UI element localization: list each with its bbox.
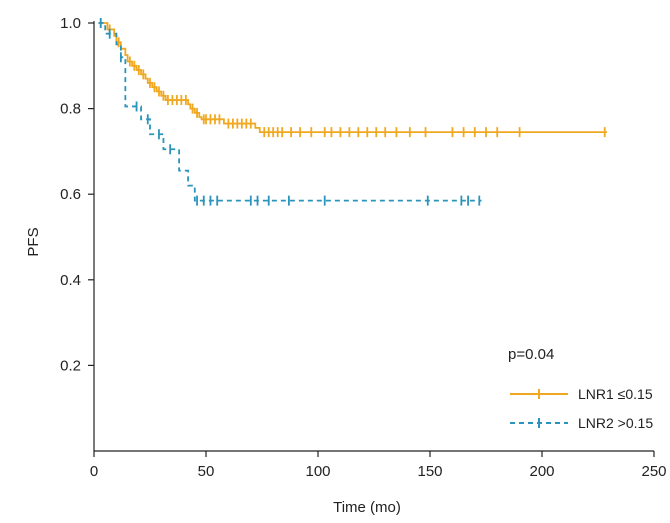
x-ticks: 0 50 100 150 200 250 — [90, 451, 667, 480]
y-tick-label: 0.8 — [60, 101, 81, 118]
y-ticks: 0.2 0.4 0.6 0.8 1.0 — [60, 15, 94, 374]
y-axis-title: PFS — [25, 227, 42, 256]
series-lnr2 — [98, 18, 482, 206]
legend: LNR1 ≤0.15 LNR2 >0.15 — [510, 386, 653, 431]
x-tick-label: 100 — [305, 463, 330, 480]
km-curve-lnr2 — [98, 22, 482, 202]
legend-item-lnr1: LNR1 ≤0.15 — [510, 386, 653, 402]
legend-item-lnr2: LNR2 >0.15 — [510, 415, 653, 431]
x-tick-label: 50 — [198, 463, 215, 480]
x-tick-label: 200 — [529, 463, 554, 480]
series-lnr1 — [98, 18, 607, 138]
km-curve-lnr1 — [98, 22, 607, 134]
y-tick-label: 0.2 — [60, 357, 81, 374]
p-value-annotation: p=0.04 — [508, 346, 554, 363]
y-tick-label: 0.6 — [60, 186, 81, 203]
axes: 0 50 100 150 200 250 0.2 0.4 0.6 0.8 1.0 — [60, 15, 666, 480]
x-tick-label: 150 — [417, 463, 442, 480]
x-tick-label: 250 — [641, 463, 666, 480]
y-tick-label: 0.4 — [60, 272, 81, 289]
legend-label-lnr2: LNR2 >0.15 — [578, 415, 653, 431]
x-axis-title: Time (mo) — [333, 499, 401, 516]
x-tick-label: 0 — [90, 463, 98, 480]
y-tick-label: 1.0 — [60, 15, 81, 32]
legend-label-lnr1: LNR1 ≤0.15 — [578, 386, 653, 402]
series-layer — [98, 18, 607, 206]
